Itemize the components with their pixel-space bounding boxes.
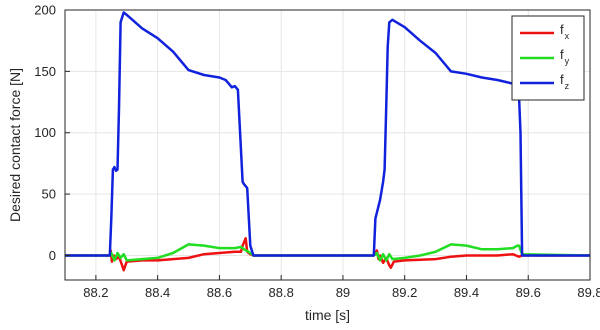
x-axis-ticks: 88.2 88.4 88.6 88.8 89 89.2 89.4 89.6 89.8 (83, 275, 600, 300)
x-tick-label: 89.6 (516, 285, 541, 300)
x-axis-label: time [s] (305, 307, 350, 323)
y-tick-label: 200 (34, 3, 56, 18)
legend-label-fx: fx (560, 22, 570, 41)
x-tick-label: 89.4 (454, 285, 479, 300)
series-line-fz (65, 11, 590, 257)
legend: fx fy fz (511, 15, 585, 101)
legend-label-fz: fz (560, 72, 570, 91)
y-axis-ticks: 0 50 100 150 200 (34, 3, 70, 263)
series-line-fy (65, 243, 591, 262)
x-tick-label: 89.8 (577, 285, 600, 300)
y-tick-label: 50 (42, 187, 56, 202)
x-tick-label: 88.6 (207, 285, 232, 300)
x-tick-label: 88.8 (269, 285, 294, 300)
series-lines (65, 11, 591, 272)
x-tick-label: 89 (336, 285, 350, 300)
x-tick-label: 88.2 (83, 285, 108, 300)
plot-area-frame (64, 9, 591, 281)
y-tick-label: 100 (34, 125, 56, 140)
y-axis-label: Desired contact force [N] (7, 68, 23, 222)
y-tick-label: 0 (49, 248, 56, 263)
legend-label-fy: fy (560, 47, 570, 66)
x-tick-label: 89.2 (392, 285, 417, 300)
grid-lines (65, 9, 591, 280)
x-tick-label: 88.4 (145, 285, 170, 300)
y-tick-label: 150 (34, 64, 56, 79)
